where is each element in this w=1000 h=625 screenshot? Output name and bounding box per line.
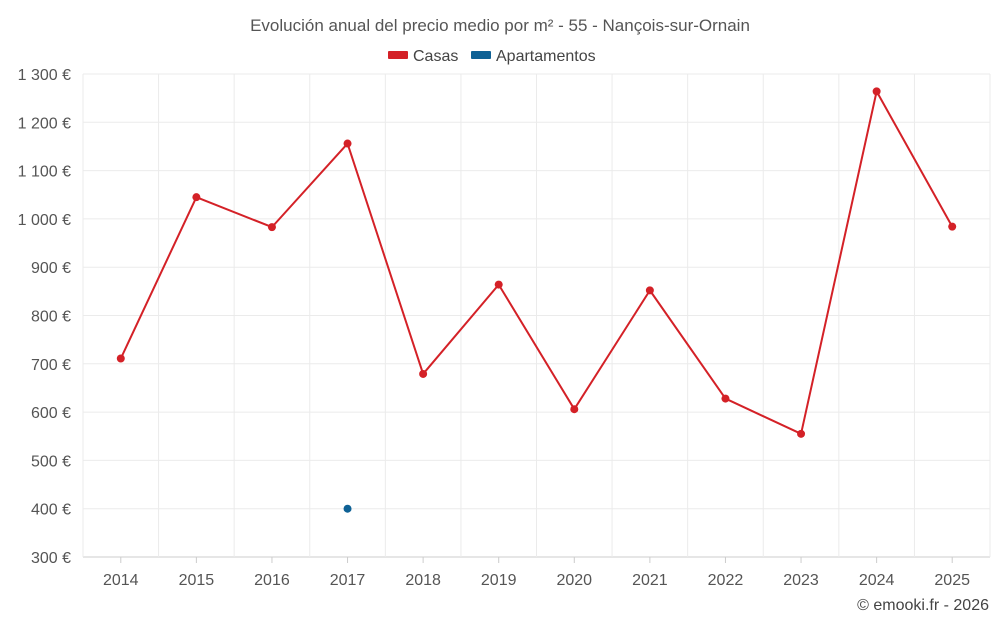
y-tick-label: 1 000 € [18, 212, 71, 229]
x-tick-label: 2021 [632, 572, 668, 589]
data-point-casas-2023[interactable] [797, 429, 806, 438]
x-tick-label: 2017 [330, 572, 366, 589]
data-point-casas-2024[interactable] [872, 87, 881, 96]
legend-label-apartamentos[interactable]: Apartamentos [496, 48, 596, 65]
y-tick-label: 500 € [31, 453, 71, 470]
x-axis: 2014 2015 2016 2017 2018 2019 2020 2021 2022 2023… [103, 557, 970, 589]
legend-swatch-casas[interactable] [388, 51, 408, 59]
x-tick-label: 2025 [934, 572, 970, 589]
x-tick-label: 2015 [179, 572, 215, 589]
series-line-casas [119, 90, 954, 435]
x-tick-label: 2024 [859, 572, 895, 589]
x-tick-label: 2016 [254, 572, 290, 589]
y-tick-label: 600 € [31, 405, 71, 422]
y-tick-label: 400 € [31, 502, 71, 519]
data-point-casas-2021[interactable] [645, 286, 654, 295]
y-tick-label: 1 200 € [18, 115, 71, 132]
data-point-casas-2016[interactable] [267, 223, 276, 232]
data-point-apartamentos-2017[interactable] [343, 504, 352, 513]
chart-title: Evolución anual del precio medio por m² … [250, 16, 750, 35]
y-tick-label: 700 € [31, 357, 71, 374]
y-tick-label: 800 € [31, 309, 71, 326]
x-tick-label: 2018 [405, 572, 441, 589]
x-tick-label: 2023 [783, 572, 819, 589]
y-axis: 300 € 400 € 500 € 600 € 700 € 800 € 900 € 1 000… [18, 67, 71, 567]
credit-text: © emooki.fr - 2026 [857, 597, 989, 614]
data-point-casas-2017[interactable] [343, 139, 352, 148]
legend[interactable]: Casas Apartamentos [388, 48, 596, 65]
data-point-casas-2025[interactable] [948, 222, 957, 231]
data-point-casas-2015[interactable] [192, 193, 201, 202]
legend-swatch-apartamentos[interactable] [471, 51, 491, 59]
x-tick-label: 2020 [556, 572, 592, 589]
data-point-casas-2022[interactable] [721, 394, 730, 403]
y-tick-label: 300 € [31, 550, 71, 567]
legend-label-casas[interactable]: Casas [413, 48, 458, 65]
x-gridlines [82, 74, 991, 557]
data-point-casas-2018[interactable] [419, 369, 428, 378]
y-tick-label: 900 € [31, 260, 71, 277]
x-tick-label: 2019 [481, 572, 517, 589]
series-casas [116, 87, 957, 438]
series-layer [116, 87, 957, 513]
y-tick-label: 1 300 € [18, 67, 71, 84]
data-point-casas-2019[interactable] [494, 280, 503, 289]
data-point-casas-2014[interactable] [116, 354, 125, 363]
y-tick-label: 1 100 € [18, 164, 71, 181]
x-tick-label: 2022 [708, 572, 744, 589]
data-point-casas-2020[interactable] [570, 405, 579, 414]
x-tick-label: 2014 [103, 572, 139, 589]
series-apartamentos [343, 504, 352, 513]
